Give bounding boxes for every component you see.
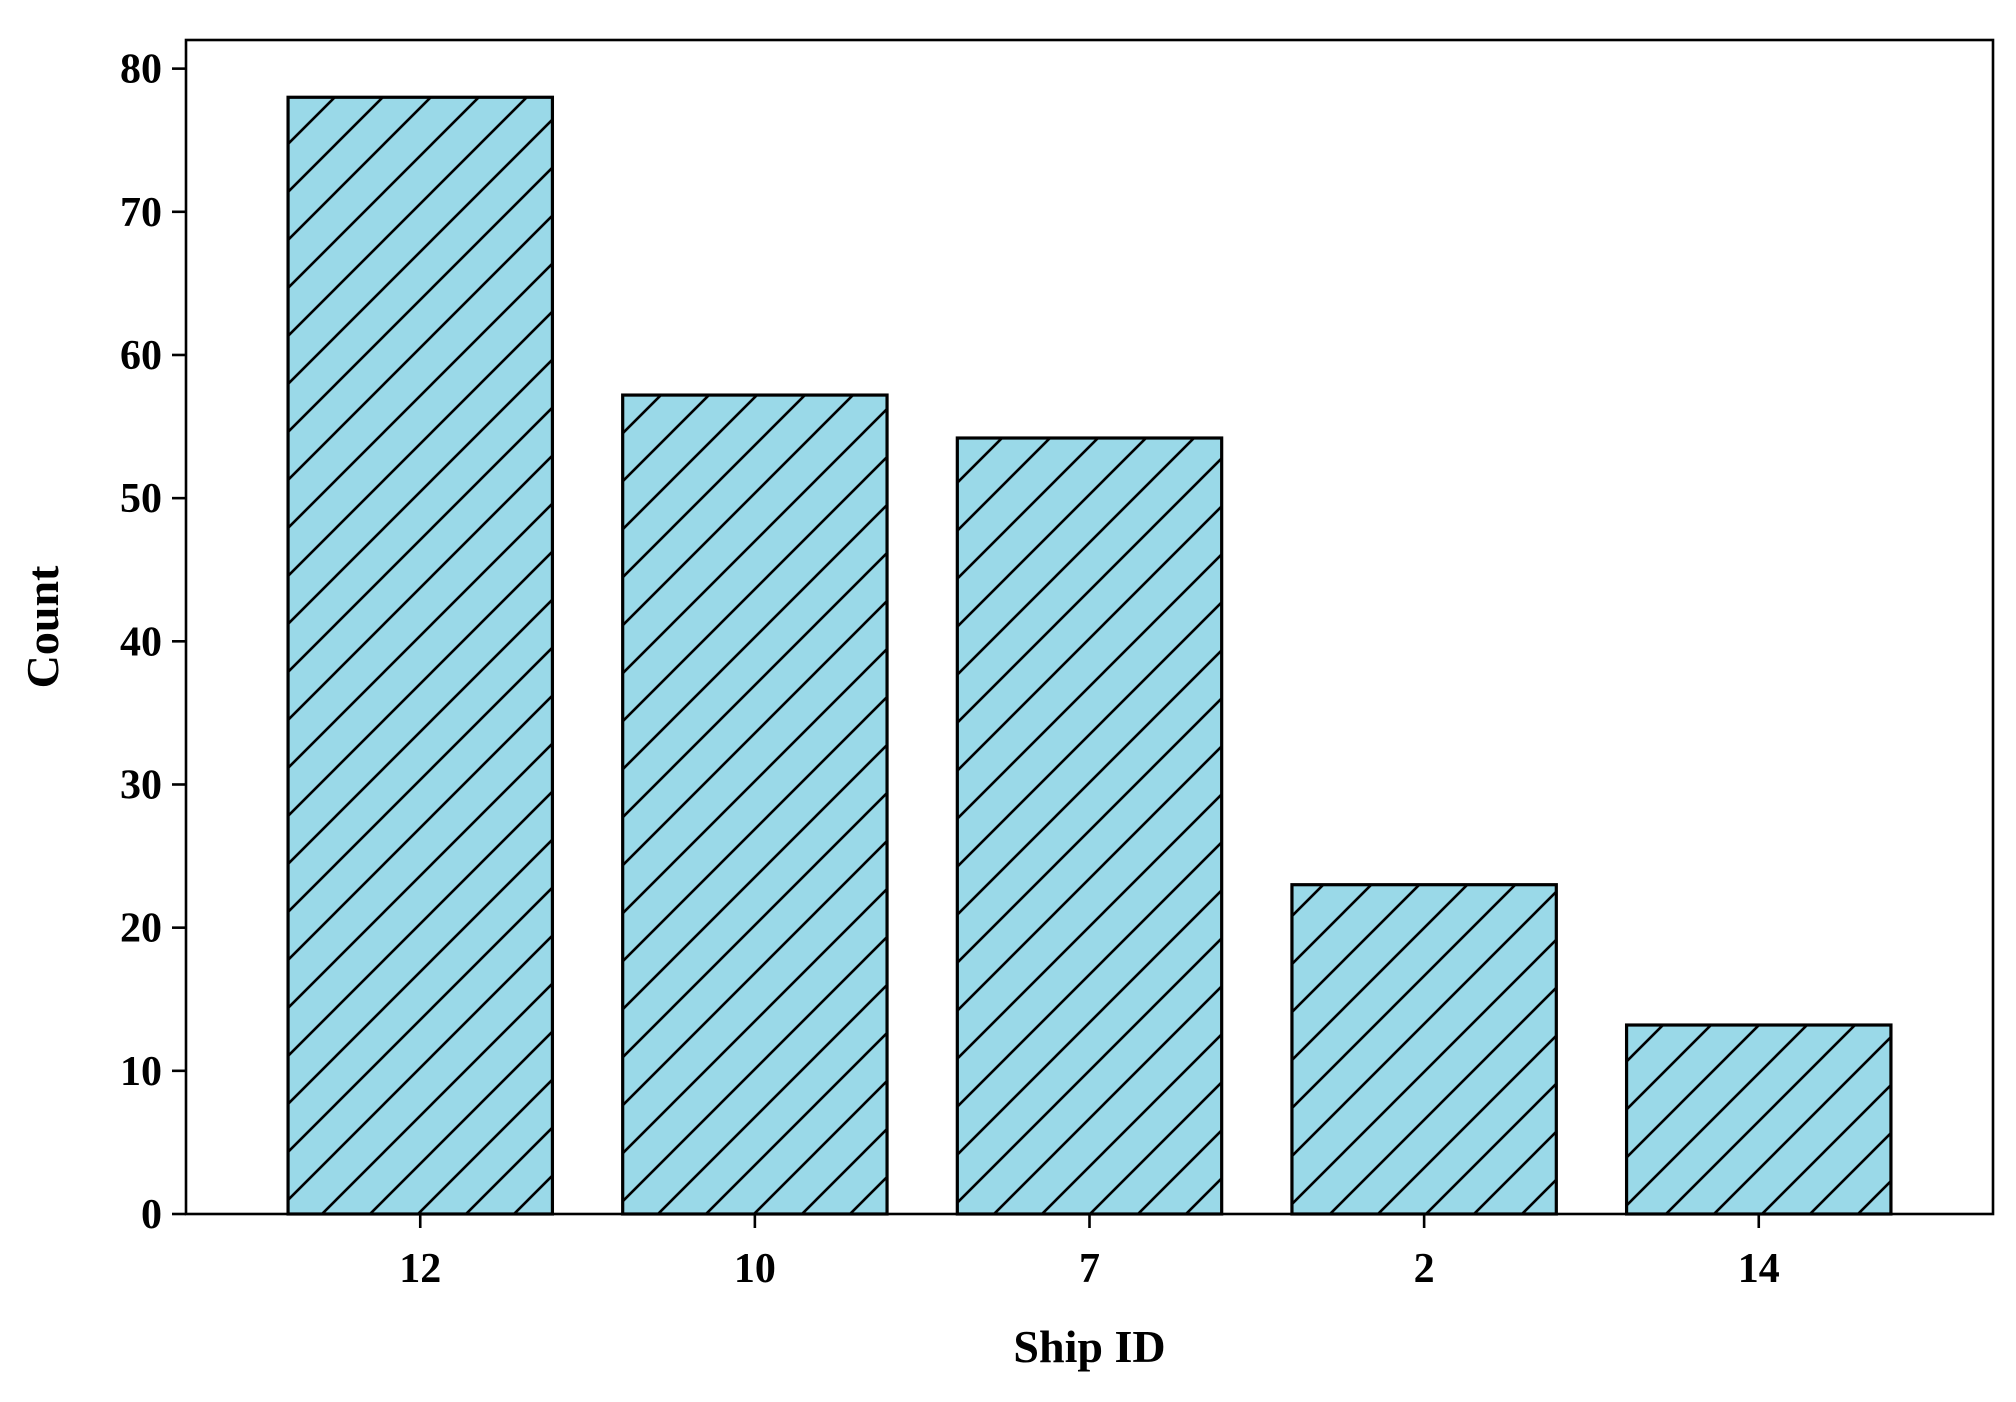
y-tick-label: 20: [120, 906, 162, 952]
bar-14: [1624, 1023, 1893, 1216]
x-tick-label: 7: [1079, 1246, 1100, 1292]
x-tick-label: 14: [1738, 1246, 1780, 1292]
y-tick-label: 10: [120, 1049, 162, 1095]
bar-12: [286, 95, 555, 1216]
y-tick-label: 70: [120, 190, 162, 236]
y-axis-title: Count: [17, 565, 68, 688]
x-tick-label: 12: [399, 1246, 441, 1292]
bars-layer: [286, 95, 1893, 1216]
labels-layer: Ship ID Count: [17, 565, 1166, 1372]
x-tick-label: 2: [1414, 1246, 1435, 1292]
x-tick-label: 10: [734, 1246, 776, 1292]
y-tick-label: 0: [141, 1192, 162, 1238]
y-tick-label: 60: [120, 333, 162, 379]
y-tick-label: 30: [120, 762, 162, 808]
y-tick-label: 80: [120, 47, 162, 93]
bar-2: [1290, 883, 1558, 1216]
bar-10: [621, 393, 889, 1216]
plot-frame: [184, 38, 1995, 1216]
y-tick-label: 50: [120, 476, 162, 522]
bar-7: [955, 436, 1224, 1216]
axes-layer: 12 10 7 2 14 0 10 20 30 40 50 60 70 80: [120, 38, 1995, 1292]
x-axis-title: Ship ID: [1013, 1321, 1165, 1372]
y-tick-label: 40: [120, 619, 162, 665]
